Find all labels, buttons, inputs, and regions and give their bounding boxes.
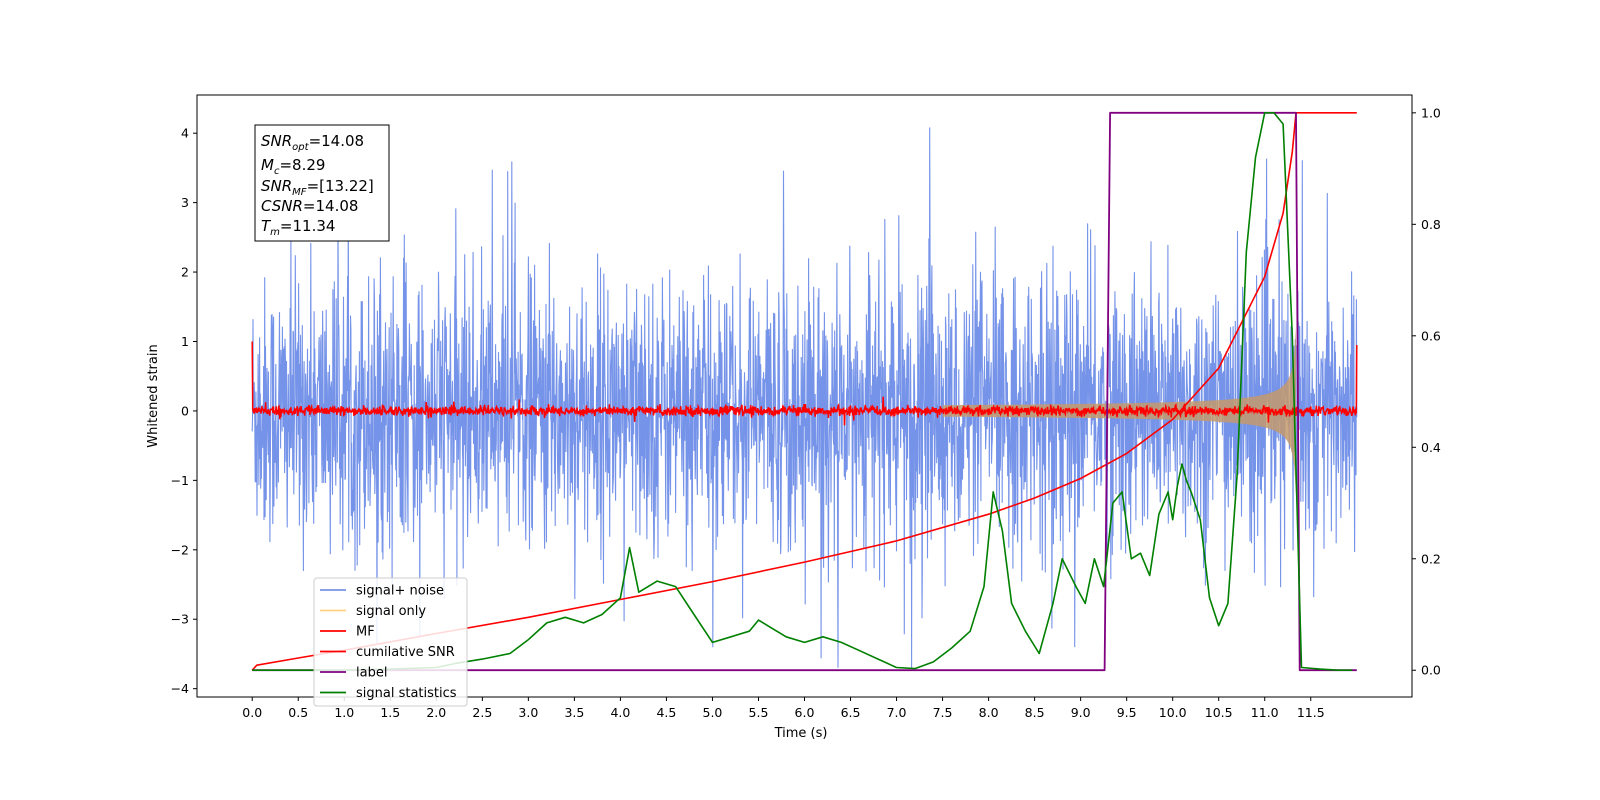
y-left-tick-label: −1 — [171, 473, 189, 488]
y-left-tick-label: −4 — [171, 681, 189, 696]
x-tick-label: 1.5 — [380, 705, 400, 720]
annotation-csnr: CSNR=14.08 — [261, 197, 358, 215]
y-right-tick-label: 0.8 — [1421, 217, 1441, 232]
x-tick-label: 6.0 — [795, 705, 815, 720]
legend-label: cumilative SNR — [356, 645, 455, 660]
x-tick-label: 5.0 — [703, 705, 723, 720]
x-tick-label: 9.5 — [1117, 705, 1137, 720]
x-axis: 0.0 0.5 1.0 1.5 2.0 2.5 3.0 3.5 4.0 4.5 5.0 5.5 6.0 6… — [242, 697, 1325, 720]
y-left-tick-label: 1 — [181, 334, 189, 349]
signal-noise-line — [251, 127, 1358, 668]
x-tick-label: 3.5 — [564, 705, 584, 720]
legend-label: MF — [356, 625, 375, 640]
y-right-tick-label: 0.0 — [1421, 663, 1441, 678]
x-tick-label: 4.0 — [610, 705, 630, 720]
mf-series — [251, 341, 1358, 426]
x-tick-label: 1.0 — [334, 705, 354, 720]
x-tick-label: 8.0 — [979, 705, 999, 720]
annotation-tm: Tm=11.34 — [261, 217, 335, 238]
legend-label: signal+ noise — [356, 584, 444, 599]
y-axis-label: Whitened strain — [146, 344, 161, 447]
y-left-tick-label: −3 — [171, 612, 189, 627]
x-axis-label: Time (s) — [774, 726, 828, 741]
annotation-snr-mf: SNRMF=[13.22] — [261, 177, 374, 198]
left-y-axis: 4 3 2 1 0 −1 −2 −3 −4 — [171, 126, 197, 696]
y-left-tick-label: −2 — [171, 542, 189, 557]
x-tick-label: 9.0 — [1071, 705, 1091, 720]
x-tick-label: 7.0 — [887, 705, 907, 720]
x-tick-label: 11.0 — [1251, 705, 1279, 720]
y-right-tick-label: 0.2 — [1421, 551, 1441, 566]
annotation-box: SNRopt=14.08 Mc=8.29 SNRMF=[13.22] CSNR=… — [254, 124, 390, 242]
y-left-tick-label: 3 — [181, 195, 189, 210]
y-right-tick-label: 0.4 — [1421, 440, 1441, 455]
x-tick-label: 4.5 — [656, 705, 676, 720]
y-left-tick-label: 2 — [181, 265, 189, 280]
y-right-tick-label: 0.6 — [1421, 328, 1441, 343]
x-tick-label: 0.0 — [242, 705, 262, 720]
y-left-tick-label: 0 — [181, 403, 189, 418]
annotation-snr-opt: SNRopt=14.08 — [261, 132, 364, 153]
signal-statistics-series — [252, 112, 1353, 671]
y-right-tick-label: 1.0 — [1421, 105, 1441, 120]
label-series — [252, 111, 1357, 672]
x-tick-label: 7.5 — [933, 705, 953, 720]
legend-label: signal statistics — [356, 686, 457, 701]
x-tick-label: 10.5 — [1205, 705, 1233, 720]
legend: signal+ noise signal only MF cumilative SNR… — [313, 577, 468, 707]
x-tick-label: 3.0 — [518, 705, 538, 720]
x-tick-label: 2.5 — [472, 705, 492, 720]
right-y-axis: 1.0 0.8 0.6 0.4 0.2 0.0 — [1412, 105, 1441, 678]
x-tick-label: 6.5 — [841, 705, 861, 720]
signal-noise-series — [251, 127, 1358, 668]
mf-line — [251, 341, 1358, 426]
y-left-tick-label: 4 — [181, 126, 189, 141]
x-tick-label: 8.5 — [1025, 705, 1045, 720]
label-line — [252, 111, 1357, 672]
signal-statistics-line — [252, 112, 1353, 671]
x-tick-label: 2.0 — [426, 705, 446, 720]
x-tick-label: 10.0 — [1159, 705, 1187, 720]
legend-label: signal only — [356, 604, 426, 619]
x-tick-label: 5.5 — [749, 705, 769, 720]
legend-label: label — [356, 666, 387, 681]
x-tick-label: 0.5 — [288, 705, 308, 720]
x-tick-label: 11.5 — [1297, 705, 1325, 720]
annotation-mc: Mc=8.29 — [261, 156, 325, 177]
